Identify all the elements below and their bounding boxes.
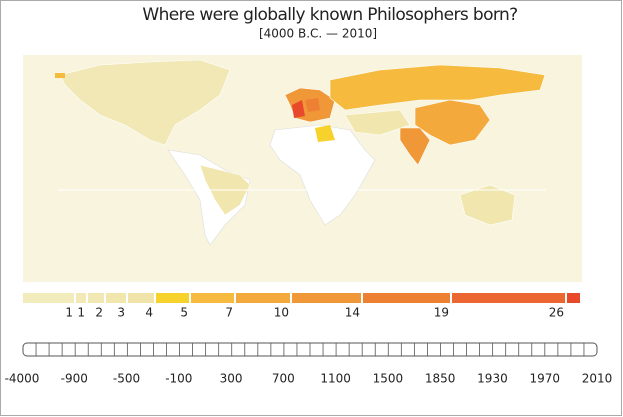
legend-label: 1	[65, 306, 73, 320]
subtitle: [4000 B.C. — 2010]	[259, 27, 377, 41]
legend-label: 5	[180, 306, 188, 320]
legend-swatch	[128, 293, 154, 303]
legend-label: 4	[145, 306, 153, 320]
russia	[329, 64, 546, 111]
alaska-tip	[55, 73, 65, 78]
legend-label: 7	[225, 306, 233, 320]
timeline-label[interactable]: 1500	[373, 372, 404, 386]
germany	[305, 98, 320, 112]
timeline-label[interactable]: 1850	[425, 372, 456, 386]
timeline: -4000 -900 -500 -100 300 700 1100 1500 1850 1930 1…	[5, 342, 613, 386]
legend-swatch	[236, 293, 290, 303]
timeline-label[interactable]: 1970	[529, 372, 560, 386]
india	[399, 127, 431, 166]
legend-label: 3	[117, 306, 125, 320]
legend-swatch	[106, 293, 126, 303]
middle-east	[344, 109, 411, 136]
legend-label: 26	[549, 306, 564, 320]
legend-swatch	[363, 293, 450, 303]
legend-label: 14	[345, 306, 360, 320]
timeline-label[interactable]: -500	[113, 372, 140, 386]
australia	[459, 184, 516, 226]
africa	[269, 124, 376, 226]
legend-label: 1	[77, 306, 85, 320]
timeline-label[interactable]: -900	[61, 372, 88, 386]
legend-swatch	[292, 293, 361, 303]
libya	[315, 125, 335, 142]
timeline-label[interactable]: -100	[165, 372, 192, 386]
legend-swatch	[76, 293, 86, 303]
timeline-label[interactable]: 700	[272, 372, 295, 386]
legend-label: 10	[274, 306, 289, 320]
legend: 1 1 2 3 4 5 7 10 14 19 26	[23, 293, 580, 320]
title: Where were globally known Philosophers b…	[142, 5, 517, 25]
map	[23, 55, 582, 282]
legend-swatch	[88, 293, 104, 303]
north-america	[59, 59, 231, 146]
legend-label: 2	[95, 306, 103, 320]
timeline-label[interactable]: 1100	[320, 372, 351, 386]
legend-swatch	[23, 293, 74, 303]
timeline-label[interactable]: 2010	[582, 372, 613, 386]
timeline-label[interactable]: 1930	[477, 372, 508, 386]
legend-swatch	[191, 293, 234, 303]
timeline-label[interactable]: 300	[220, 372, 243, 386]
legend-label: 19	[434, 306, 449, 320]
legend-swatch	[452, 293, 565, 303]
legend-swatch	[156, 293, 189, 303]
france	[292, 100, 305, 118]
timeline-label[interactable]: -4000	[5, 372, 40, 386]
legend-swatch	[567, 293, 580, 303]
